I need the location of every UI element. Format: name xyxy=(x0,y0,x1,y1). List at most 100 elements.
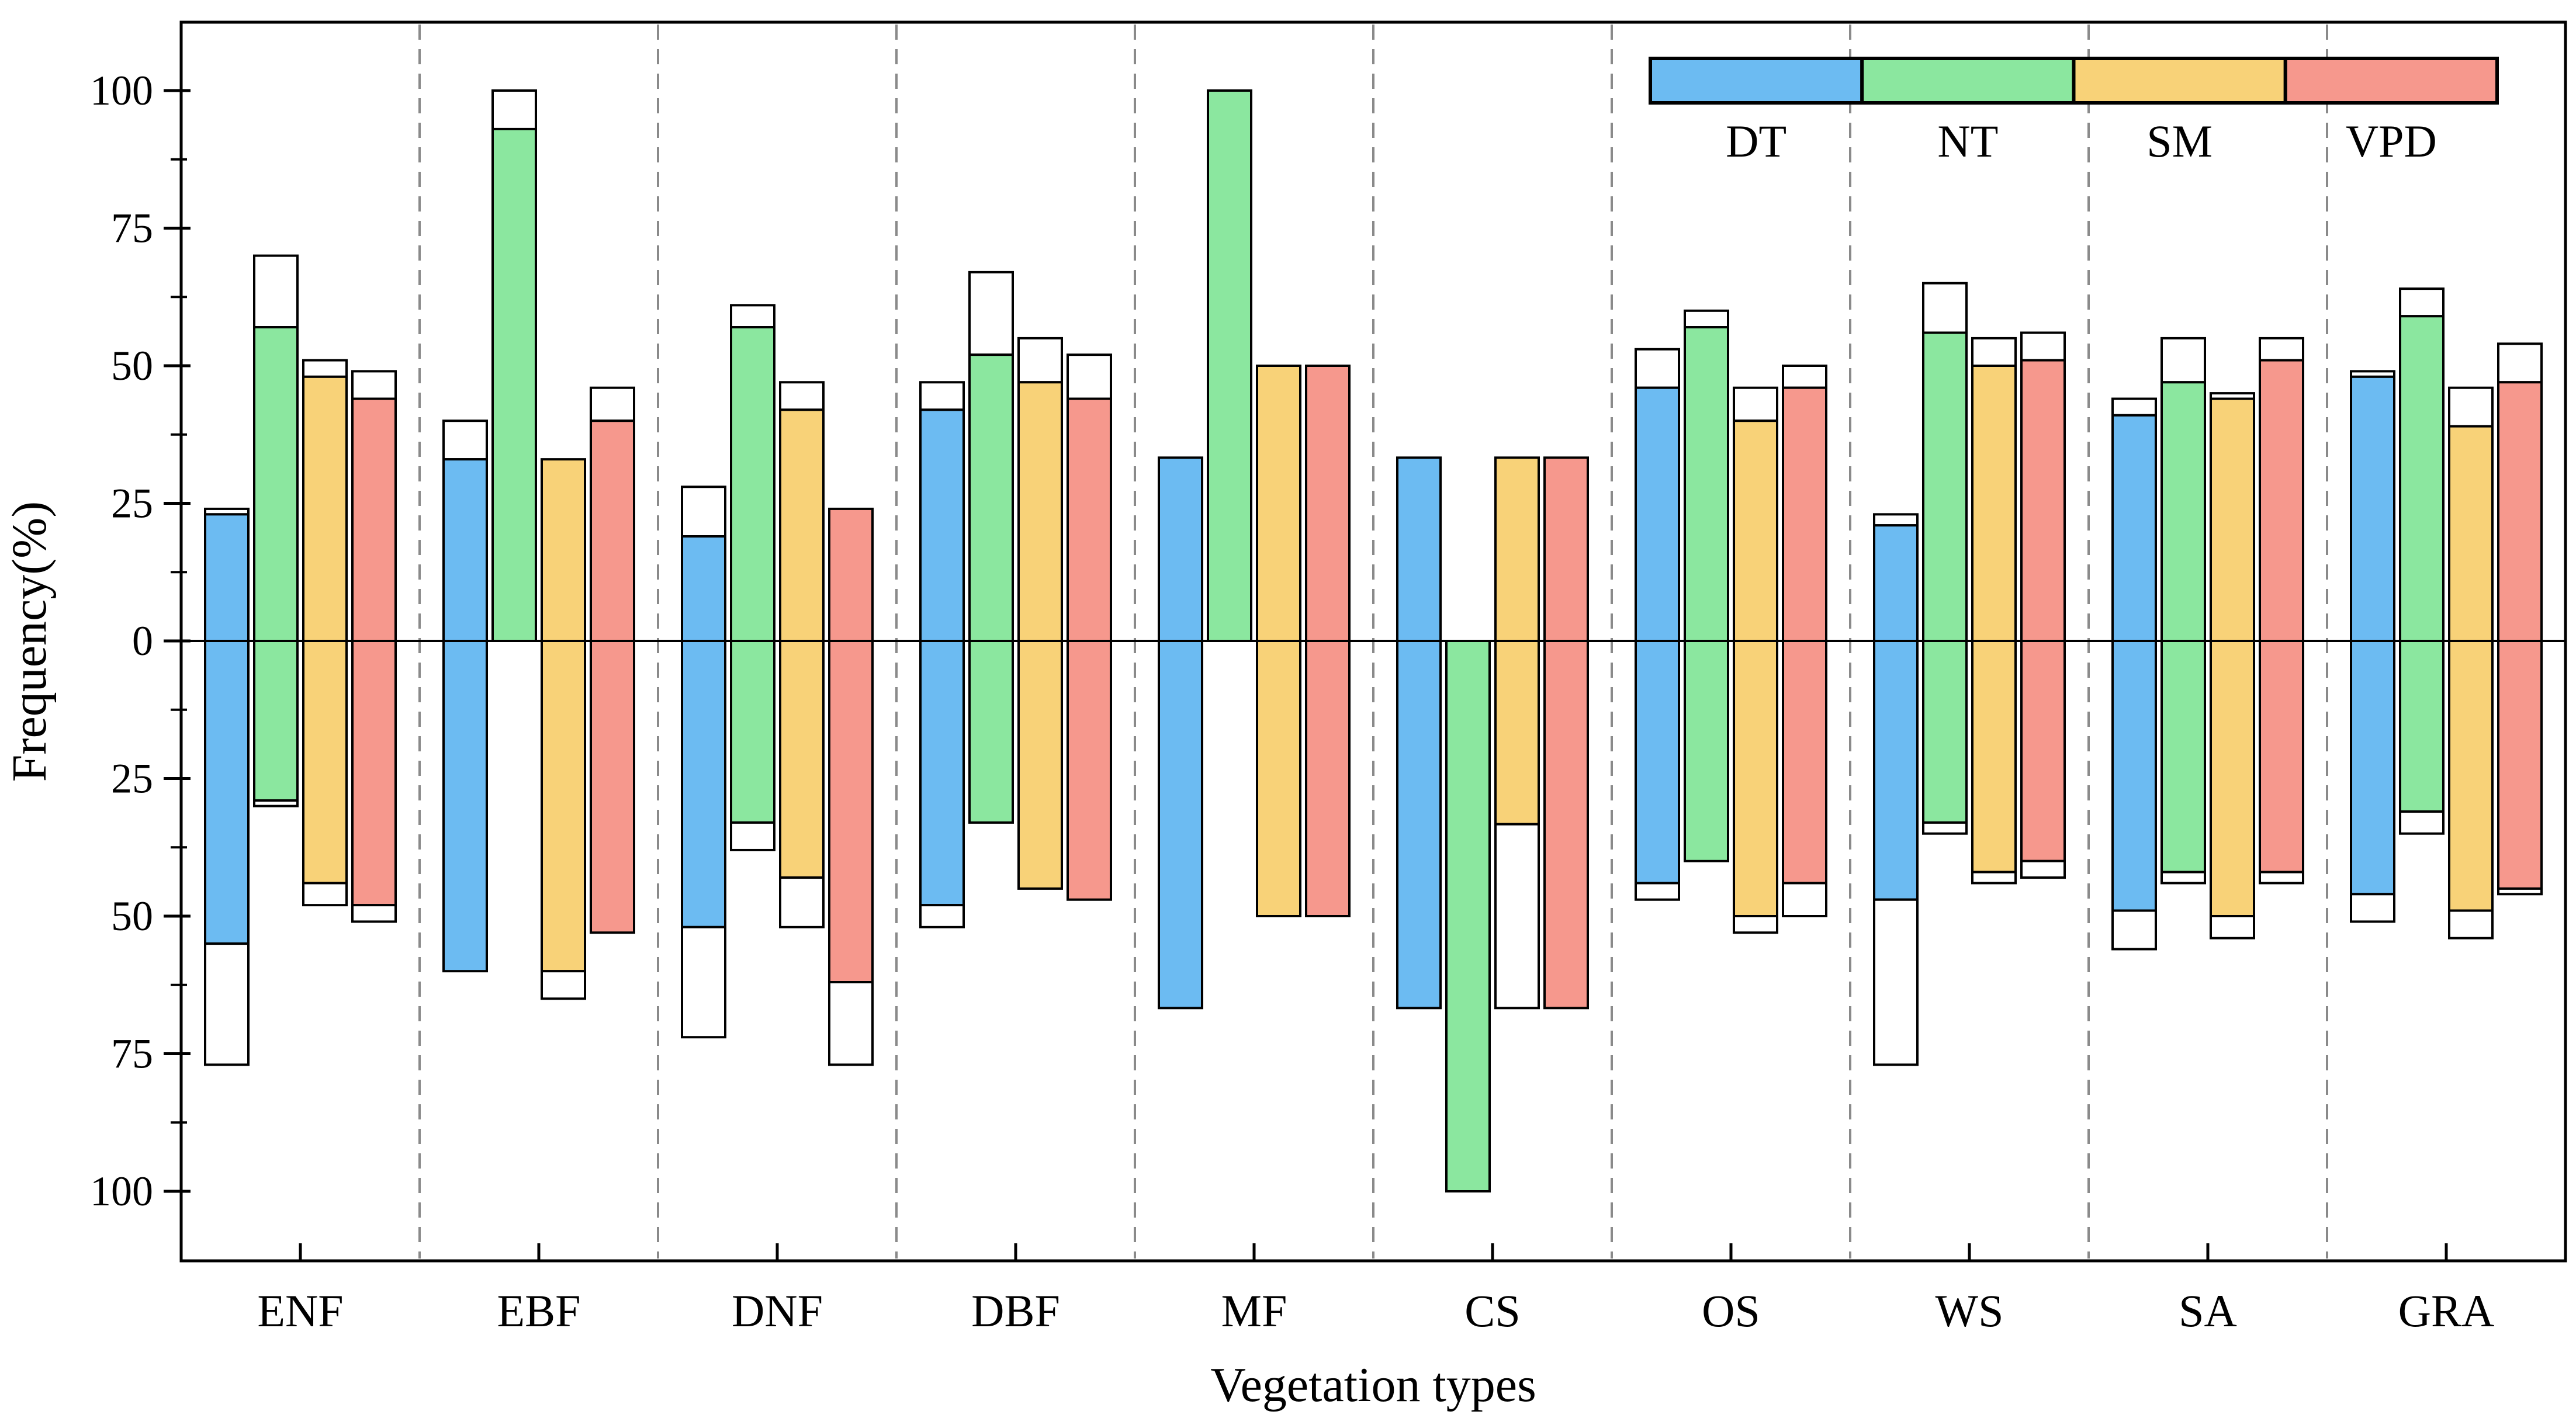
bar-DNF-VPD-pos xyxy=(828,507,874,642)
y-tick-label: 75 xyxy=(111,205,153,252)
bar-WS-SM-pos-cap xyxy=(1971,337,2017,367)
bar-DBF-VPD-neg xyxy=(1067,640,1112,901)
bar-EBF-VPD-pos-cap xyxy=(590,386,635,422)
bar-GRA-NT-neg xyxy=(2399,640,2445,813)
bar-OS-DT-neg-cap xyxy=(1635,882,1680,901)
bar-DNF-VPD-neg xyxy=(828,640,874,984)
bar-GRA-VPD-pos-cap xyxy=(2497,342,2543,384)
bar-MF-VPD-pos xyxy=(1305,365,1351,642)
legend-label-DT: DT xyxy=(1726,116,1786,167)
bar-group-DBF xyxy=(919,271,1112,928)
bar-SA-DT-pos-cap xyxy=(2111,397,2157,417)
bar-GRA-VPD-pos xyxy=(2497,381,2543,642)
x-axis-title: Vegetation types xyxy=(1210,1358,1536,1412)
x-tick-label-GRA: GRA xyxy=(2398,1285,2495,1336)
bar-WS-NT-neg xyxy=(1922,640,1968,824)
bar-group-GRA xyxy=(2350,287,2543,939)
bar-CS-VPD-pos xyxy=(1543,456,1589,643)
bar-DBF-DT-neg-cap xyxy=(919,904,965,928)
y-tick-label: 50 xyxy=(111,893,153,939)
bar-DNF-DT-pos-cap xyxy=(681,486,726,538)
bar-ENF-NT-neg-cap xyxy=(253,799,299,807)
bar-OS-DT-pos xyxy=(1635,386,1680,642)
bar-EBF-VPD-neg xyxy=(590,640,635,934)
bar-WS-VPD-neg xyxy=(2020,640,2066,862)
bar-WS-SM-neg-cap xyxy=(1971,871,2017,885)
bar-group-CS xyxy=(1396,456,1589,1192)
x-tick-label-SA: SA xyxy=(2179,1285,2237,1336)
bar-group-ENF xyxy=(204,254,397,1066)
bar-GRA-DT-neg-cap xyxy=(2350,893,2395,923)
x-tick-label-DBF: DBF xyxy=(971,1285,1060,1336)
bar-WS-SM-pos xyxy=(1971,365,2017,642)
legend-swatch-SM xyxy=(2072,57,2287,105)
bar-ENF-NT-neg xyxy=(253,640,299,802)
legend-swatch-NT xyxy=(1860,57,2076,105)
bar-ENF-SM-pos-cap xyxy=(302,359,348,378)
bar-SA-SM-neg xyxy=(2210,640,2255,917)
bar-SA-NT-neg xyxy=(2160,640,2206,873)
bar-WS-VPD-neg-cap xyxy=(2020,859,2066,879)
bar-GRA-SM-neg-cap xyxy=(2448,909,2494,939)
bar-GRA-NT-neg-cap xyxy=(2399,810,2445,835)
bar-DBF-NT-neg xyxy=(968,640,1014,824)
bar-SA-VPD-neg-cap xyxy=(2259,871,2304,885)
bar-WS-DT-neg xyxy=(1873,640,1919,901)
y-tick-label: 50 xyxy=(111,342,153,389)
bar-group-DNF xyxy=(681,304,874,1066)
bar-group-OS xyxy=(1635,309,1827,934)
x-tick-label-MF: MF xyxy=(1221,1285,1287,1336)
bar-OS-DT-neg xyxy=(1635,640,1680,885)
x-tick-label-EBF: EBF xyxy=(497,1285,580,1336)
bar-OS-NT-neg xyxy=(1684,640,1729,862)
bar-GRA-SM-neg xyxy=(2448,640,2494,912)
bar-SA-NT-pos xyxy=(2160,381,2206,642)
bar-SA-NT-pos-cap xyxy=(2160,337,2206,384)
bar-DNF-DT-pos xyxy=(681,535,726,643)
bar-OS-VPD-pos-cap xyxy=(1782,365,1827,389)
bar-WS-DT-pos-cap xyxy=(1873,513,1919,527)
bar-WS-DT-pos xyxy=(1873,524,1919,642)
bar-GRA-NT-pos-cap xyxy=(2399,287,2445,318)
bar-CS-DT-pos xyxy=(1396,456,1442,643)
bar-WS-DT-neg-cap xyxy=(1873,898,1919,1066)
bar-GRA-VPD-neg xyxy=(2497,640,2543,890)
bar-CS-SM-neg-cap xyxy=(1494,823,1540,1010)
legend: DT NT SM VPD xyxy=(1649,57,2499,167)
x-tick-label-ENF: ENF xyxy=(257,1285,343,1336)
bar-OS-VPD-neg-cap xyxy=(1782,882,1827,917)
bar-SA-VPD-neg xyxy=(2259,640,2304,873)
bar-SA-VPD-pos-cap xyxy=(2259,337,2304,362)
bar-EBF-DT-pos-cap xyxy=(442,419,488,461)
bar-ENF-DT-pos xyxy=(204,513,250,643)
x-tick-label-DNF: DNF xyxy=(732,1285,823,1336)
bar-EBF-DT-pos xyxy=(442,458,488,642)
bar-MF-SM-pos xyxy=(1256,365,1301,642)
bar-DBF-DT-pos xyxy=(919,408,965,642)
bar-EBF-NT-pos-cap xyxy=(491,89,537,130)
bar-ENF-VPD-pos xyxy=(351,397,397,643)
y-axis-title: Frequency(%) xyxy=(2,501,57,782)
bar-DNF-VPD-neg-cap xyxy=(828,981,874,1066)
bar-group-EBF xyxy=(442,89,635,1000)
bar-DNF-NT-neg-cap xyxy=(730,821,775,851)
bar-DBF-SM-pos-cap xyxy=(1017,337,1063,384)
bar-GRA-NT-pos xyxy=(2399,315,2445,642)
tick-labels-layer: 100 75 50 25 0 25 50 75 100 ENF EBF DNF DBF MF CS OS WS S… xyxy=(90,67,2494,1336)
bar-MF-SM-neg xyxy=(1256,640,1301,917)
bar-SA-DT-neg xyxy=(2111,640,2157,912)
bar-DBF-DT-pos-cap xyxy=(919,381,965,411)
bar-DNF-SM-pos xyxy=(779,408,825,642)
bar-OS-VPD-pos xyxy=(1782,386,1827,642)
bar-MF-NT-pos xyxy=(1207,89,1252,642)
bar-EBF-SM-neg-cap xyxy=(541,970,586,1000)
bar-OS-NT-pos-cap xyxy=(1684,309,1729,329)
bar-DNF-SM-neg xyxy=(779,640,825,879)
bar-GRA-VPD-neg-cap xyxy=(2497,887,2543,896)
bar-EBF-DT-neg xyxy=(442,640,488,973)
bar-OS-VPD-neg xyxy=(1782,640,1827,885)
x-tick-label-WS: WS xyxy=(1936,1285,2004,1336)
bar-DBF-SM-neg xyxy=(1017,640,1063,890)
y-tick-label: 25 xyxy=(111,755,153,802)
